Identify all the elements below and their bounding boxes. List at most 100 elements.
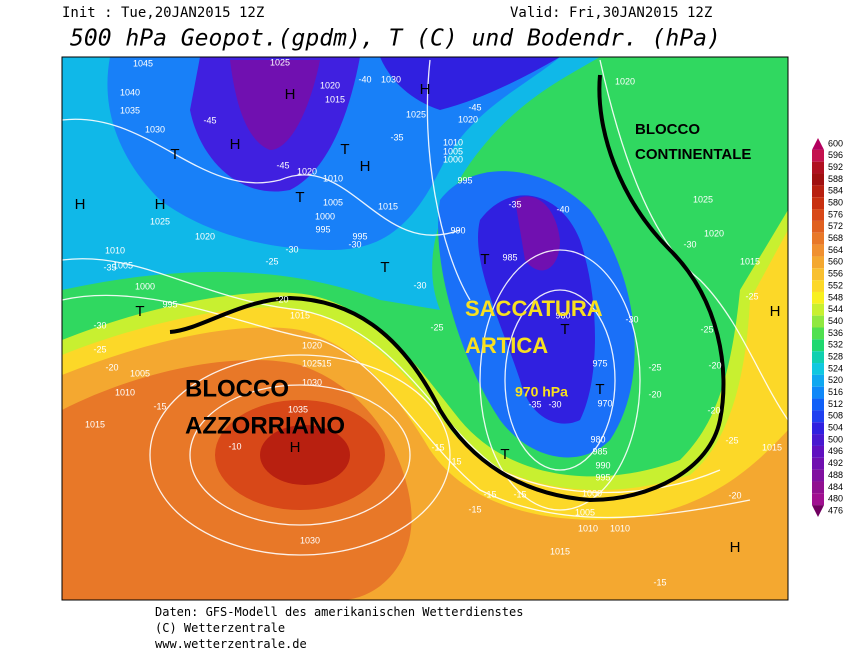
isobar-label: 970 [597,398,612,408]
temperature-label: -35 [390,132,403,142]
colorbar-cell [812,315,824,328]
field [380,57,560,110]
temperature-label: -25 [745,291,758,301]
isobar-label: 1010 [610,523,630,533]
temperature-label: -35 [528,399,541,409]
footer-text: (C) Wetterzentrale [155,621,285,635]
isobar-label: 975 [592,358,607,368]
colorbar-cell [812,457,824,470]
jet-line [169,74,726,503]
pressure-center: H [290,439,301,456]
pressure-center: T [340,141,349,158]
map-area: 1045 1040 1035 1030 1025 1020 1015 1030 1025 1020… [62,57,788,600]
temperature-label: -25 [93,344,106,354]
isobar-label: 985 [592,446,607,456]
isobar-label: 1010 [443,137,463,147]
isobar-label: 990 [595,460,610,470]
isobar-label: 985 [502,252,517,262]
pressure-center: H [285,86,296,103]
temperature-label: -20 [708,360,721,370]
colorbar-cell [812,351,824,364]
colorbar-cell [812,161,824,174]
colorbar-label: 532 [828,340,843,350]
temperature-label: -45 [203,115,216,125]
colorbar-label: 564 [828,245,843,255]
temperature-label: -30 [548,399,561,409]
colorbar-label: 512 [828,399,843,409]
temperature-label: -20 [707,405,720,415]
pressure-center: H [155,196,166,213]
pressure-center: T [500,446,509,463]
pressure-center: H [420,81,431,98]
colorbar-cell [812,493,824,506]
isobar-label: 995 [457,175,472,185]
colorbar-label: 536 [828,328,843,338]
temperature-label: -30 [683,239,696,249]
colorbar-label: 488 [828,470,843,480]
field [230,60,320,150]
isobar-label: 1015 [290,310,310,320]
colorbar-cell [812,422,824,435]
valid-text: Valid: Fri,30JAN2015 12Z [510,5,712,21]
isobar-label: 995 [352,231,367,241]
colorbar-label: 568 [828,233,843,243]
temperature-label: -30 [285,244,298,254]
isobar-label: 1040 [120,87,140,97]
temperature-label: -15 [513,489,526,499]
isobar-label: 980 [590,434,605,444]
isobar-label: 1000 [135,281,155,291]
isobar-label: 1000 [315,211,335,221]
colorbar-label: 524 [828,363,843,373]
colorbar-cell [812,339,824,352]
colorbar-label: 528 [828,351,843,361]
temperature-label: -30 [348,239,361,249]
isobar-label: 1010 [323,173,343,183]
colorbar-label: 552 [828,280,843,290]
colorbar-cell [812,505,824,517]
annotation: AZZORRIANO [185,412,345,439]
isobar-label: 1025 [406,109,426,119]
isobar-label: 1010 [115,387,135,397]
footer-text: Daten: GFS-Modell des amerikanischen Wet… [155,605,523,619]
init-text: Init : Tue,20JAN2015 12Z [62,5,264,21]
colorbar-cell [812,149,824,162]
colorbar-cell [812,185,824,198]
colorbar-cell [812,244,824,257]
isobar-label: 1025 [270,57,290,67]
map-frame [61,56,789,601]
pressure-center: T [295,189,304,206]
temperature-label: -25 [700,324,713,334]
colorbar-cell [812,280,824,292]
isobar-label: 1030 [381,74,401,84]
colorbar-label: 600 [828,138,843,148]
colorbar-label: 508 [828,411,843,421]
temperature-label: -40 [556,204,569,214]
pressure-center: H [770,303,781,320]
footer-text: www.wetterzentrale.de [155,637,307,651]
isobars [62,59,788,556]
pressure-center: T [170,146,179,163]
annotation: BLOCCO [185,375,289,402]
isobar-label: 1015 [85,419,105,429]
isobar-label: 1020 [195,231,215,241]
isobar-label: 1015 [762,442,782,452]
isobar-label: 1005 [443,146,463,156]
colorbar-cell [812,327,824,340]
isobar-label: 995 [315,224,330,234]
colorbar-label: 484 [828,482,843,492]
isobar-label: 1010 [105,245,125,255]
temperature-label: -15 [431,442,444,452]
temperature-label: -25 [430,322,443,332]
isobar-label: 1020 [302,340,322,350]
colorbar-cell [812,138,824,150]
temperature-label: -15 [653,577,666,587]
colorbar-cell [812,256,824,269]
colorbar-label: 492 [828,458,843,468]
isobar-label: 1030 [300,535,320,545]
isobar-label: 995 [595,472,610,482]
colorbar-label: 504 [828,423,843,433]
isobar-label: 1000 [582,488,602,498]
colorbar-label: 516 [828,387,843,397]
